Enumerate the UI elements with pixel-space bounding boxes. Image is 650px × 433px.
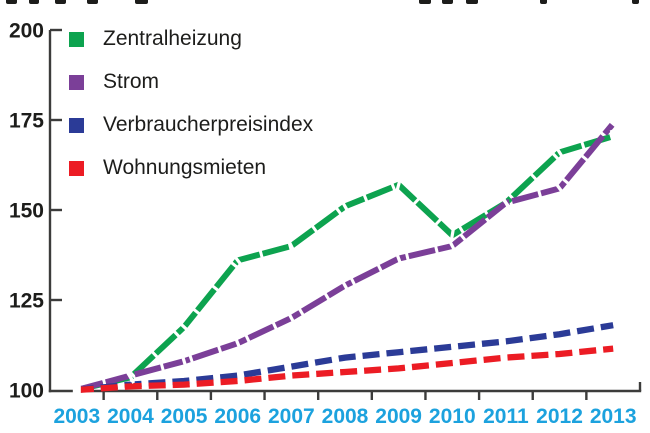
svg-text:150: 150 xyxy=(9,200,44,223)
start-point-marker xyxy=(72,386,81,394)
x-axis-labels: 2003 2004 2005 2006 2007 2008 2009 2010 2011 2012… xyxy=(53,405,636,428)
cropped-text-mark xyxy=(540,0,547,4)
cropped-text-mark xyxy=(29,0,39,4)
legend-item-verbraucherpreisindex: Verbraucherpreisindex xyxy=(69,113,313,136)
svg-text:2013: 2013 xyxy=(590,405,637,428)
svg-text:200: 200 xyxy=(9,20,44,43)
legend-label: Verbraucherpreisindex xyxy=(103,113,314,136)
legend-label: Strom xyxy=(103,70,160,93)
legend-swatch-green xyxy=(69,31,84,47)
y-axis-labels: 100 125 150 175 200 xyxy=(9,20,44,403)
cropped-text-mark xyxy=(442,0,453,4)
series-line-wohnungsmieten xyxy=(76,345,614,394)
svg-text:175: 175 xyxy=(9,110,44,133)
legend-label: Wohnungsmieten xyxy=(103,156,267,179)
svg-text:2011: 2011 xyxy=(483,405,529,428)
svg-text:2005: 2005 xyxy=(161,405,208,428)
svg-text:125: 125 xyxy=(9,290,44,313)
cropped-text-mark xyxy=(419,0,431,4)
cropped-title-remnant xyxy=(0,0,650,6)
legend: Zentralheizung Strom Verbraucherpreisind… xyxy=(69,27,313,203)
svg-text:2007: 2007 xyxy=(268,405,315,428)
svg-text:2006: 2006 xyxy=(214,405,261,428)
cropped-text-mark xyxy=(135,0,148,4)
legend-item-zentralheizung: Zentralheizung xyxy=(69,27,313,50)
svg-text:2004: 2004 xyxy=(107,405,154,428)
legend-swatch-purple xyxy=(69,74,84,90)
cropped-text-mark xyxy=(55,0,66,4)
svg-text:2012: 2012 xyxy=(536,405,583,428)
legend-swatch-blue xyxy=(69,117,84,133)
cropped-text-mark xyxy=(87,0,98,4)
svg-text:2008: 2008 xyxy=(322,405,369,428)
cropped-text-mark xyxy=(6,0,17,4)
cropped-text-mark xyxy=(466,0,478,4)
legend-label: Zentralheizung xyxy=(103,27,242,50)
svg-text:2009: 2009 xyxy=(375,405,422,428)
series-line-verbraucherpreisindex xyxy=(76,322,614,394)
cropped-text-mark xyxy=(632,0,639,4)
legend-swatch-red xyxy=(69,160,84,176)
legend-item-strom: Strom xyxy=(69,70,313,93)
svg-text:2003: 2003 xyxy=(53,405,100,428)
legend-item-wohnungsmieten: Wohnungsmieten xyxy=(69,156,313,179)
svg-text:100: 100 xyxy=(9,380,44,403)
axes xyxy=(48,28,642,400)
svg-text:2010: 2010 xyxy=(429,405,476,428)
